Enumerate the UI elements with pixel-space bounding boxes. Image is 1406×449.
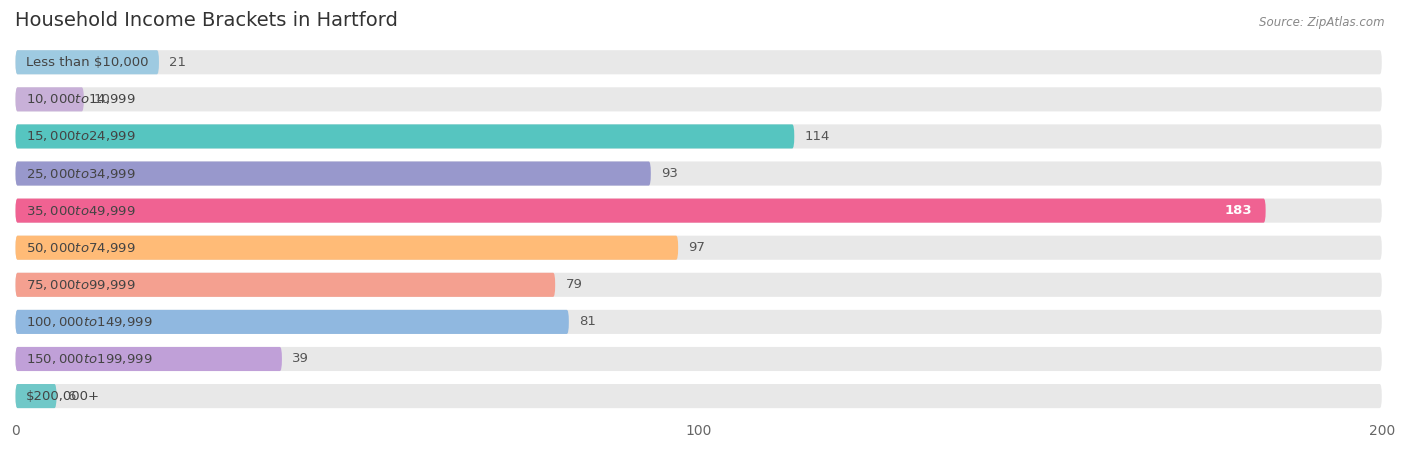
Text: 97: 97 bbox=[689, 241, 706, 254]
Text: $150,000 to $199,999: $150,000 to $199,999 bbox=[25, 352, 152, 366]
FancyBboxPatch shape bbox=[15, 347, 1382, 371]
Text: $200,000+: $200,000+ bbox=[25, 390, 100, 403]
Text: 6: 6 bbox=[66, 390, 75, 403]
Text: 93: 93 bbox=[661, 167, 678, 180]
Text: 79: 79 bbox=[565, 278, 582, 291]
Text: $75,000 to $99,999: $75,000 to $99,999 bbox=[25, 278, 135, 292]
FancyBboxPatch shape bbox=[15, 236, 678, 260]
FancyBboxPatch shape bbox=[15, 124, 794, 149]
FancyBboxPatch shape bbox=[15, 198, 1382, 223]
Text: $15,000 to $24,999: $15,000 to $24,999 bbox=[25, 129, 135, 143]
Text: 10: 10 bbox=[94, 93, 111, 106]
Text: 39: 39 bbox=[292, 352, 309, 365]
FancyBboxPatch shape bbox=[15, 310, 1382, 334]
FancyBboxPatch shape bbox=[15, 310, 569, 334]
Text: Source: ZipAtlas.com: Source: ZipAtlas.com bbox=[1260, 16, 1385, 29]
Text: $35,000 to $49,999: $35,000 to $49,999 bbox=[25, 203, 135, 218]
Text: 81: 81 bbox=[579, 315, 596, 328]
FancyBboxPatch shape bbox=[15, 50, 1382, 75]
Text: 21: 21 bbox=[169, 56, 186, 69]
Text: $50,000 to $74,999: $50,000 to $74,999 bbox=[25, 241, 135, 255]
Text: 114: 114 bbox=[804, 130, 830, 143]
FancyBboxPatch shape bbox=[15, 87, 84, 111]
Text: 183: 183 bbox=[1225, 204, 1251, 217]
Text: Less than $10,000: Less than $10,000 bbox=[25, 56, 148, 69]
Text: $100,000 to $149,999: $100,000 to $149,999 bbox=[25, 315, 152, 329]
FancyBboxPatch shape bbox=[15, 384, 56, 408]
FancyBboxPatch shape bbox=[15, 236, 1382, 260]
Text: Household Income Brackets in Hartford: Household Income Brackets in Hartford bbox=[15, 11, 398, 30]
FancyBboxPatch shape bbox=[15, 384, 1382, 408]
FancyBboxPatch shape bbox=[15, 198, 1265, 223]
FancyBboxPatch shape bbox=[15, 162, 1382, 185]
FancyBboxPatch shape bbox=[15, 87, 1382, 111]
FancyBboxPatch shape bbox=[15, 162, 651, 185]
Text: $25,000 to $34,999: $25,000 to $34,999 bbox=[25, 167, 135, 180]
FancyBboxPatch shape bbox=[15, 347, 283, 371]
Text: $10,000 to $14,999: $10,000 to $14,999 bbox=[25, 92, 135, 106]
FancyBboxPatch shape bbox=[15, 124, 1382, 149]
FancyBboxPatch shape bbox=[15, 50, 159, 75]
FancyBboxPatch shape bbox=[15, 273, 555, 297]
FancyBboxPatch shape bbox=[15, 273, 1382, 297]
